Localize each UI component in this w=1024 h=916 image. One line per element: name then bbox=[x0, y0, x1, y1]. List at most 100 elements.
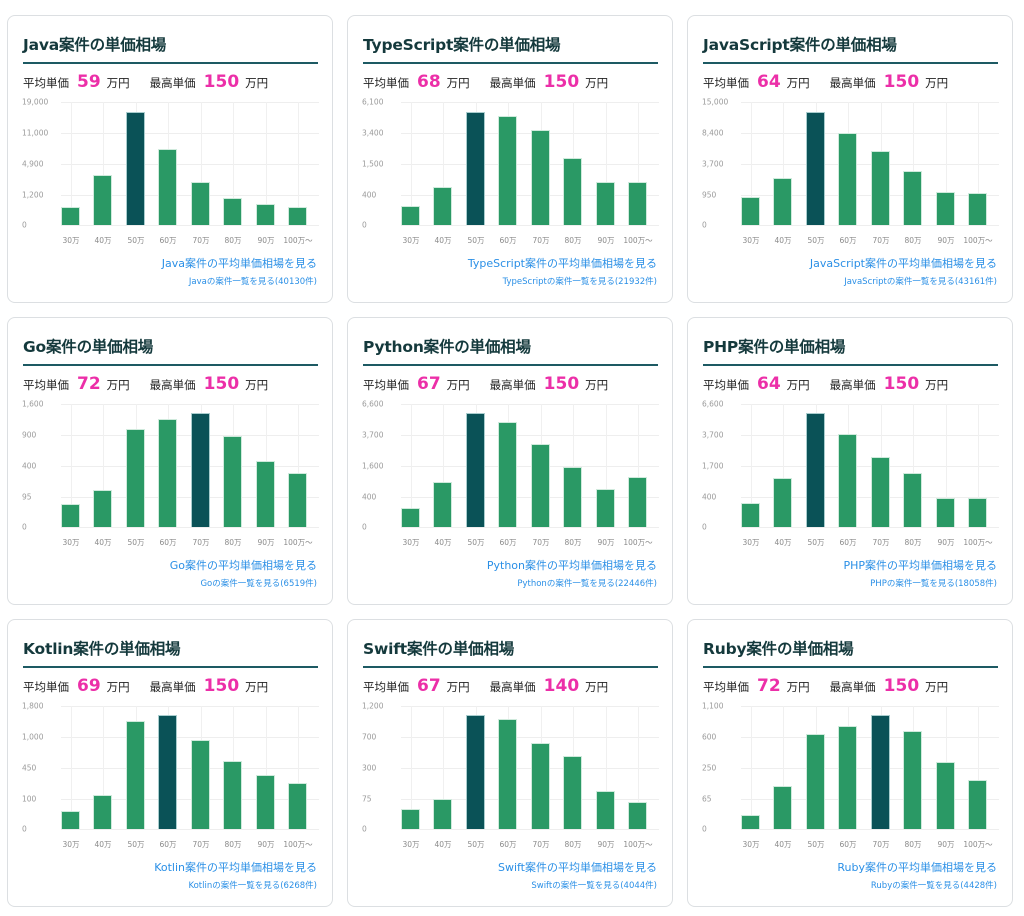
bar-6[interactable] bbox=[936, 498, 955, 527]
x-tick-label: 90万 bbox=[257, 236, 275, 245]
bar-1[interactable] bbox=[433, 187, 452, 225]
bar-5[interactable] bbox=[563, 756, 582, 829]
bar-0[interactable] bbox=[741, 815, 760, 829]
avg-rate-link[interactable]: Ruby案件の平均単価相場を見る bbox=[837, 861, 997, 874]
job-list-link[interactable]: PHPの案件一覧を見る(18058件) bbox=[870, 579, 997, 589]
bar-0[interactable] bbox=[61, 504, 80, 527]
bar-2[interactable] bbox=[466, 413, 485, 527]
bar-6[interactable] bbox=[936, 192, 955, 225]
y-tick-label: 3,700 bbox=[702, 159, 724, 169]
bar-0[interactable] bbox=[401, 206, 420, 225]
x-tick-label: 60万 bbox=[159, 236, 177, 245]
avg-price-unit: 万円 bbox=[786, 76, 810, 90]
avg-rate-link[interactable]: JavaScript案件の平均単価相場を見る bbox=[809, 257, 997, 270]
bar-0[interactable] bbox=[741, 503, 760, 527]
avg-rate-link[interactable]: Swift案件の平均単価相場を見る bbox=[497, 861, 657, 874]
job-list-link[interactable]: Javaの案件一覧を見る(40130件) bbox=[188, 277, 317, 287]
job-list-link[interactable]: Pythonの案件一覧を見る(22446件) bbox=[517, 579, 657, 589]
bar-7[interactable] bbox=[288, 473, 307, 527]
bar-6[interactable] bbox=[596, 791, 615, 829]
bar-7[interactable] bbox=[968, 780, 987, 829]
bar-2[interactable] bbox=[466, 112, 485, 225]
avg-rate-link[interactable]: TypeScript案件の平均単価相場を見る bbox=[467, 257, 657, 270]
job-list-link[interactable]: Kotlinの案件一覧を見る(6268件) bbox=[188, 881, 317, 891]
bar-3[interactable] bbox=[838, 434, 857, 527]
bar-2[interactable] bbox=[126, 112, 145, 225]
bar-0[interactable] bbox=[401, 508, 420, 527]
bar-2[interactable] bbox=[126, 721, 145, 829]
bar-2[interactable] bbox=[806, 112, 825, 225]
bar-6[interactable] bbox=[936, 762, 955, 829]
bar-3[interactable] bbox=[498, 719, 517, 829]
bar-1[interactable] bbox=[93, 490, 112, 527]
bar-4[interactable] bbox=[191, 182, 210, 225]
bar-5[interactable] bbox=[903, 171, 922, 225]
x-tick-label: 60万 bbox=[159, 538, 177, 547]
bar-4[interactable] bbox=[531, 444, 550, 527]
bar-2[interactable] bbox=[806, 413, 825, 527]
bar-1[interactable] bbox=[93, 175, 112, 225]
bar-1[interactable] bbox=[773, 178, 792, 225]
bar-1[interactable] bbox=[93, 795, 112, 829]
y-tick-label: 15,000 bbox=[702, 97, 729, 107]
job-list-link[interactable]: TypeScriptの案件一覧を見る(21932件) bbox=[502, 277, 657, 287]
bar-5[interactable] bbox=[223, 198, 242, 225]
bar-1[interactable] bbox=[773, 786, 792, 829]
bar-5[interactable] bbox=[223, 761, 242, 829]
avg-rate-link[interactable]: PHP案件の平均単価相場を見る bbox=[843, 559, 997, 572]
bar-6[interactable] bbox=[256, 461, 275, 527]
bar-6[interactable] bbox=[256, 775, 275, 829]
bar-3[interactable] bbox=[838, 133, 857, 225]
job-list-link[interactable]: Swiftの案件一覧を見る(4044件) bbox=[531, 881, 657, 891]
bar-3[interactable] bbox=[158, 419, 177, 527]
bar-6[interactable] bbox=[596, 182, 615, 225]
bar-3[interactable] bbox=[158, 149, 177, 225]
avg-rate-link[interactable]: Java案件の平均単価相場を見る bbox=[161, 257, 317, 270]
bar-0[interactable] bbox=[61, 207, 80, 225]
bar-3[interactable] bbox=[158, 715, 177, 829]
bar-4[interactable] bbox=[191, 740, 210, 829]
bar-4[interactable] bbox=[871, 457, 890, 527]
bar-4[interactable] bbox=[191, 413, 210, 527]
x-tick-label: 30万 bbox=[742, 538, 760, 547]
bar-4[interactable] bbox=[531, 130, 550, 225]
job-list-link[interactable]: JavaScriptの案件一覧を見る(43161件) bbox=[844, 277, 997, 287]
bar-4[interactable] bbox=[531, 743, 550, 829]
bar-0[interactable] bbox=[61, 811, 80, 829]
bar-2[interactable] bbox=[806, 734, 825, 829]
x-tick-label: 70万 bbox=[532, 840, 550, 849]
bar-2[interactable] bbox=[126, 429, 145, 527]
bar-4[interactable] bbox=[871, 715, 890, 829]
bar-2[interactable] bbox=[466, 715, 485, 829]
bar-1[interactable] bbox=[773, 478, 792, 527]
bar-7[interactable] bbox=[968, 498, 987, 527]
bar-4[interactable] bbox=[871, 151, 890, 225]
bar-0[interactable] bbox=[741, 197, 760, 225]
avg-rate-link[interactable]: Python案件の平均単価相場を見る bbox=[486, 559, 657, 572]
bar-0[interactable] bbox=[401, 809, 420, 829]
bar-5[interactable] bbox=[223, 436, 242, 527]
job-list-link[interactable]: Rubyの案件一覧を見る(4428件) bbox=[870, 881, 997, 891]
bar-7[interactable] bbox=[288, 207, 307, 225]
bar-7[interactable] bbox=[628, 182, 647, 225]
bar-5[interactable] bbox=[563, 467, 582, 527]
bar-3[interactable] bbox=[498, 116, 517, 225]
bar-5[interactable] bbox=[563, 158, 582, 225]
avg-rate-link[interactable]: Kotlin案件の平均単価相場を見る bbox=[154, 861, 317, 874]
bar-3[interactable] bbox=[498, 422, 517, 527]
bar-5[interactable] bbox=[903, 731, 922, 829]
bar-7[interactable] bbox=[628, 802, 647, 829]
job-list-link[interactable]: Goの案件一覧を見る(6519件) bbox=[200, 579, 317, 589]
bar-7[interactable] bbox=[288, 783, 307, 829]
bar-7[interactable] bbox=[628, 477, 647, 527]
bar-7[interactable] bbox=[968, 193, 987, 225]
bar-6[interactable] bbox=[596, 489, 615, 527]
bar-5[interactable] bbox=[903, 473, 922, 527]
bar-1[interactable] bbox=[433, 482, 452, 527]
bar-6[interactable] bbox=[256, 204, 275, 225]
bar-3[interactable] bbox=[838, 726, 857, 829]
gridline bbox=[741, 706, 999, 707]
avg-rate-link[interactable]: Go案件の平均単価相場を見る bbox=[169, 559, 317, 572]
gridline-vertical bbox=[638, 102, 639, 225]
bar-1[interactable] bbox=[433, 799, 452, 829]
